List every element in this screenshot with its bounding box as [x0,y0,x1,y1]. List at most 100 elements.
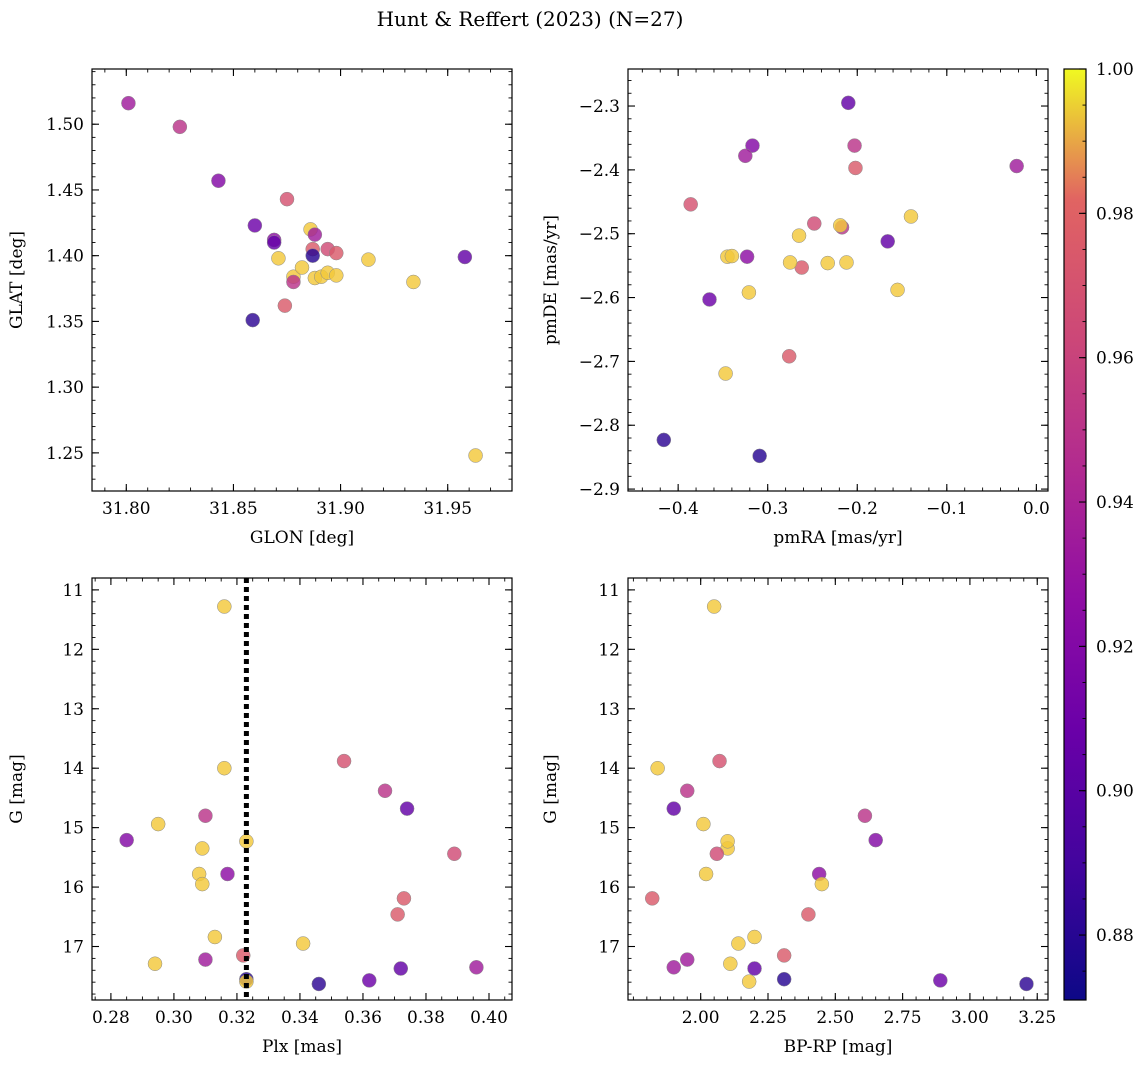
x-tick-label: 2.75 [884,1008,922,1028]
data-point [903,209,919,224]
colorbar-tick-label: 1.00 [1096,60,1134,80]
y-tick-label: −2.9 [579,480,620,500]
x-tick-label: −0.3 [747,499,788,519]
colorbar-tick-label: 0.92 [1096,637,1134,657]
data-point [1009,158,1024,174]
x-tick-label: 31.90 [316,499,365,519]
data-point [195,876,210,892]
data-point [305,248,320,263]
colorbar-tick-label: 0.96 [1096,349,1134,369]
data-point [791,228,807,243]
data-point [311,976,327,992]
data-point [718,366,733,381]
data-point [266,235,282,250]
y-tick-label: −2.3 [579,97,620,117]
data-point [150,816,166,832]
y-tick-label: 14 [598,759,620,779]
figure-title: Hunt & Reffert (2023) (N=27) [377,7,684,31]
data-point [724,248,740,264]
data-point [286,274,301,290]
data-point [393,961,409,976]
x-tick-label: 31.95 [423,499,472,519]
data-point [656,432,672,448]
data-point [741,285,757,300]
colorbar-frame [1063,68,1087,1001]
x-tick-label: −0.4 [658,499,699,519]
data-point [868,832,883,848]
data-point [839,255,854,270]
data-point [890,282,905,298]
y-tick-label: 17 [62,938,84,958]
data-point [723,956,738,971]
data-point [377,783,393,799]
data-point [841,95,856,111]
y-tick-label: 12 [62,640,84,660]
y-tick-label: −2.5 [579,225,620,245]
plot-frame [91,577,513,1001]
y-tick-label: 13 [598,700,620,720]
data-point [469,960,484,975]
data-point [739,249,755,264]
x-tick-label: 2.25 [749,1008,787,1028]
data-point [329,268,344,283]
data-point [329,245,344,261]
y-tick-label: 11 [598,581,620,601]
panel-pmra-pmde: −0.4 −0.3 −0.2 −0.1 0.0 −2.9 −2.8 −2.7 −2.6 −2.5 −… [541,68,1050,548]
data-point [738,148,753,164]
data-point [801,907,816,922]
data-point [650,760,665,776]
data-point [307,227,323,242]
x-tick-label: 31.80 [102,499,151,519]
data-point [195,841,210,856]
data-point [752,448,767,464]
plot-frame [91,68,513,492]
x-tick-label: 0.40 [470,1008,508,1028]
data-point [679,783,695,799]
y-tick-label: 11 [62,581,84,601]
data-point [745,138,760,153]
data-point [720,834,735,849]
y-tick-label: 17 [598,938,620,958]
x-tick-label: 0.28 [92,1008,130,1028]
y-tick-label: 16 [598,878,620,898]
data-point [271,251,286,266]
data-point [406,274,421,290]
colorbar: 0.88 0.90 0.92 0.94 0.96 0.98 1.00 [1063,60,1134,1001]
x-tick-label: 0.36 [344,1008,382,1028]
data-point [119,832,134,848]
data-point [295,936,311,951]
data-point [247,218,263,233]
colorbar-tick-label: 0.98 [1096,204,1134,224]
data-point [741,974,757,989]
data-point [683,197,698,212]
data-point [277,298,293,313]
y-axis-label: G [mag] [7,754,27,823]
y-tick-label: 13 [62,700,84,720]
data-point [207,929,223,945]
data-point [336,753,352,769]
data-point [211,173,226,188]
data-point [198,808,213,823]
y-tick-label: −2.7 [579,352,620,372]
colorbar-tick-label: 0.94 [1096,493,1134,513]
data-point [198,952,213,967]
x-axis-label: GLON [deg] [250,528,354,548]
data-point [820,255,835,271]
y-tick-label: 12 [598,640,620,660]
y-tick-label: 16 [62,878,84,898]
data-point [666,801,682,816]
data-point [679,952,695,967]
x-tick-label: −0.1 [926,499,967,519]
y-tick-label: 1.25 [46,444,84,464]
x-tick-label: 0.30 [155,1008,193,1028]
data-point [1019,976,1034,992]
data-point [172,119,188,135]
data-point [217,599,232,614]
x-tick-label: 0.0 [1023,499,1050,519]
data-point [747,929,762,945]
data-point [698,866,714,882]
y-tick-label: 1.30 [46,378,84,398]
x-tick-label: 3.25 [1018,1008,1056,1028]
data-point [776,971,792,987]
